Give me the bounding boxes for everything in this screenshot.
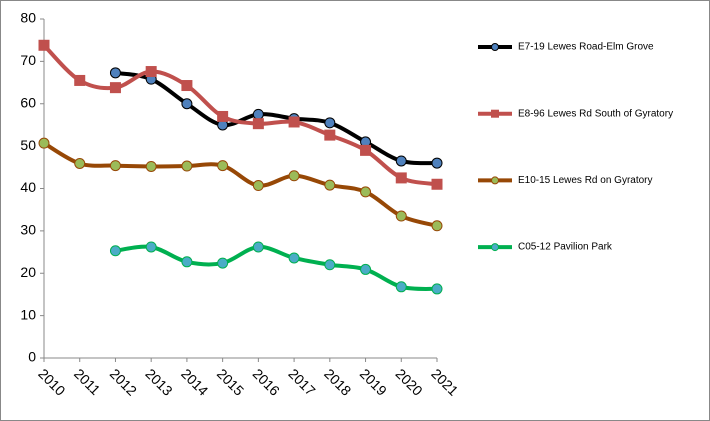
marker: [491, 43, 499, 51]
legend-label: E8-96 Lewes Rd South of Gyratory: [518, 108, 673, 119]
marker: [181, 160, 193, 172]
marker: [491, 243, 499, 252]
marker: [145, 241, 157, 253]
marker: [324, 129, 336, 141]
y-tick-label: 20: [20, 264, 36, 280]
marker: [491, 176, 499, 185]
marker: [181, 98, 193, 110]
marker: [109, 160, 121, 172]
marker: [74, 157, 86, 169]
y-tick-label: 40: [20, 179, 36, 195]
marker: [324, 179, 336, 191]
marker: [431, 220, 443, 232]
marker: [288, 252, 300, 264]
marker: [38, 39, 50, 51]
marker: [217, 160, 229, 172]
marker: [360, 263, 372, 275]
y-tick-label: 50: [20, 137, 36, 153]
marker: [360, 144, 372, 156]
marker: [431, 178, 443, 190]
y-tick-label: 70: [20, 52, 36, 68]
marker: [431, 283, 443, 295]
marker: [145, 160, 157, 172]
legend-label: C05-12 Pavilion Park: [518, 242, 613, 253]
marker: [109, 82, 121, 94]
marker: [395, 155, 407, 167]
marker: [431, 157, 443, 169]
marker: [395, 172, 407, 184]
marker: [181, 256, 193, 268]
marker: [252, 108, 264, 120]
y-tick-label: 60: [20, 94, 36, 110]
series-line: [115, 70, 438, 166]
marker: [74, 74, 86, 86]
series-line: [115, 244, 438, 291]
marker: [252, 241, 264, 253]
marker: [491, 109, 499, 118]
marker: [145, 66, 157, 78]
marker: [252, 118, 264, 130]
marker: [360, 186, 372, 198]
marker: [217, 257, 229, 269]
y-tick-label: 0: [28, 349, 36, 365]
legend-label: E10-15 Lewes Rd on Gyratory: [518, 175, 653, 186]
marker: [288, 170, 300, 182]
marker: [324, 259, 336, 271]
marker: [252, 180, 264, 192]
marker: [395, 281, 407, 293]
marker: [109, 67, 121, 79]
y-tick-label: 80: [20, 10, 36, 26]
marker: [181, 80, 193, 92]
marker: [109, 245, 121, 257]
y-tick-label: 10: [20, 306, 36, 322]
marker: [324, 117, 336, 129]
marker: [395, 210, 407, 222]
marker: [217, 110, 229, 122]
marker: [288, 116, 300, 128]
marker: [38, 137, 50, 149]
y-tick-label: 30: [20, 222, 36, 238]
legend-label: E7-19 Lewes Road-Elm Grove: [518, 42, 654, 53]
